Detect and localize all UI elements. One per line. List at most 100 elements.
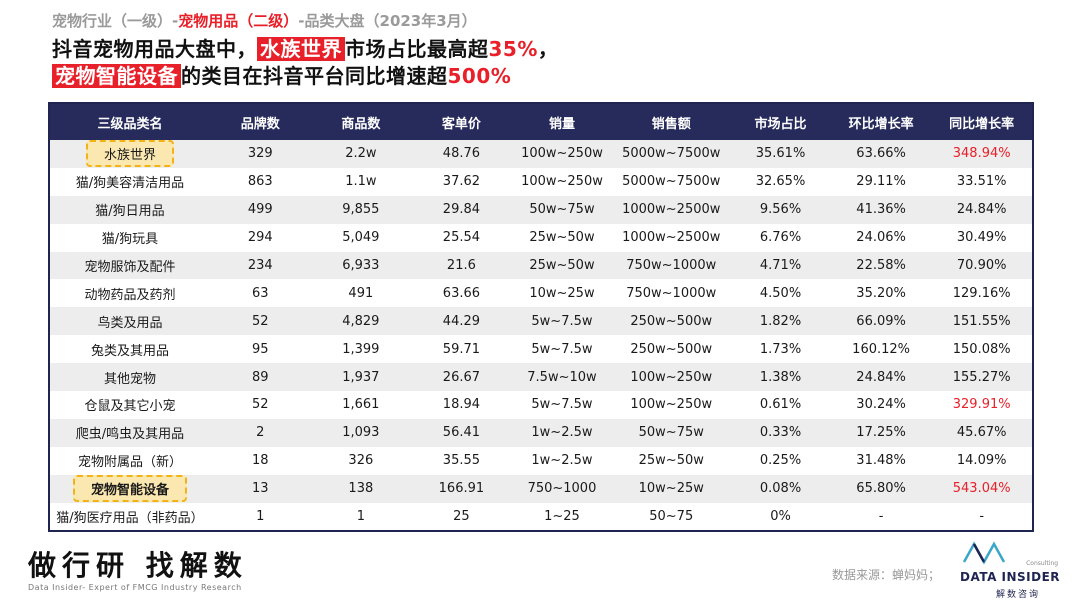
table-cell: 4.50% bbox=[759, 285, 802, 301]
table-row: 其他宠物 89 1,937 26.67 7.5w~10w 100w~250w 1.38% 24… bbox=[50, 363, 1032, 392]
table-cell: 750w~1000w bbox=[626, 285, 717, 301]
table-cell: 25.54 bbox=[442, 230, 481, 246]
table-cell: 0.08% bbox=[759, 481, 802, 497]
table-cell: 100w~250w bbox=[521, 146, 603, 162]
table-cell: 1.82% bbox=[759, 313, 802, 329]
table-cell: 17.25% bbox=[856, 425, 906, 441]
table-cell: 31.48% bbox=[856, 453, 906, 469]
table-cell: 5w~7.5w bbox=[531, 313, 593, 329]
breadcrumb-separator: - bbox=[172, 12, 179, 30]
table-cell: 1.38% bbox=[759, 369, 802, 385]
table-cell: 25w~50w bbox=[529, 230, 595, 246]
table-cell: 35.61% bbox=[755, 146, 806, 162]
table-cell: 1.1w bbox=[345, 174, 377, 190]
table-cell: 1,093 bbox=[342, 425, 380, 441]
column-header: 市场占比 bbox=[754, 116, 807, 132]
breadcrumb-level3: 品类大盘（2023年3月） bbox=[304, 12, 477, 30]
table-cell: 25w~50w bbox=[529, 258, 595, 273]
table-cell: 89 bbox=[252, 369, 269, 385]
table-cell: 0.61% bbox=[759, 397, 802, 413]
table-cell: 1000w~2500w bbox=[622, 230, 721, 246]
table-cell: 6.76% bbox=[759, 230, 802, 246]
table-cell: 13 bbox=[252, 481, 269, 497]
table-cell: 45.67% bbox=[956, 425, 1007, 441]
table-row: 鸟类及用品 52 4,829 44.29 5w~7.5w 250w~500w 1.82% 66… bbox=[50, 307, 1032, 336]
column-header: 商品数 bbox=[341, 116, 381, 132]
table-cell: 155.27% bbox=[952, 369, 1011, 385]
table-cell: 1~25 bbox=[544, 509, 580, 525]
table-cell: 0.25% bbox=[759, 453, 802, 469]
logo-brand-name: DATA INSIDER bbox=[960, 570, 1061, 584]
table-cell: 63 bbox=[252, 285, 269, 301]
category-name-cell: 鸟类及用品 bbox=[97, 315, 163, 331]
table-body: 水族世界 329 2.2w 48.76 100w~250w 5000w~7500w 35.6… bbox=[50, 140, 1032, 530]
table-row: 猫/狗玩具 294 5,049 25.54 25w~50w 1000w~2500w 6.76… bbox=[50, 224, 1032, 252]
category-name-cell: 仓鼠及其它小宠 bbox=[84, 399, 176, 415]
table-cell: 35.20% bbox=[856, 285, 906, 301]
table-cell: 750w~1000w bbox=[626, 258, 717, 273]
table-cell: 166.91 bbox=[438, 481, 485, 497]
table-row: 水族世界 329 2.2w 48.76 100w~250w 5000w~7500w 35.6… bbox=[50, 140, 1032, 168]
table-cell: 2.2w bbox=[345, 146, 377, 162]
headline-highlight: 水族世界 bbox=[257, 37, 345, 61]
table-cell: 24.84% bbox=[956, 202, 1007, 218]
table-cell: 5w~7.5w bbox=[531, 397, 593, 413]
column-header: 销售额 bbox=[651, 116, 691, 132]
table-cell: - bbox=[979, 509, 985, 525]
category-name-cell: 水族世界 bbox=[50, 140, 210, 168]
table-cell: 100w~250w bbox=[630, 369, 713, 385]
table-row: 猫/狗美容清洁用品 863 1.1w 37.62 100w~250w 5000w~7500… bbox=[50, 168, 1032, 196]
table-cell: 150.08% bbox=[952, 341, 1011, 357]
table-cell: 5000w~7500w bbox=[622, 174, 721, 190]
headline-line-2: 宠物智能设备 的类目在抖音平台同比增速超500% bbox=[52, 60, 511, 89]
table-cell: 10w~25w bbox=[529, 285, 595, 301]
table-row: 爬虫/鸣虫及其用品 2 1,093 56.41 1w~2.5w 50w~75w 0.33% 1… bbox=[50, 418, 1032, 447]
table-row: 宠物智能设备 13 138 166.91 750~1000 10w~25w 0.08% 65.… bbox=[50, 474, 1032, 503]
table-row: 宠物服饰及配件 234 6,933 21.6 25w~50w 750w~1000w 4.71… bbox=[50, 251, 1032, 280]
headline-text: 的类目在抖音平台同比增速超 bbox=[181, 64, 448, 88]
table-cell: 543.04% bbox=[952, 481, 1011, 497]
table-cell: 329 bbox=[247, 146, 273, 162]
table-cell: 44.29 bbox=[442, 313, 481, 329]
category-table: 三级品类名 品牌数 商品数 客单价 销量 销售额 市场占比 环比增长率 同比增长率 水族世界 32… bbox=[50, 104, 1032, 530]
table-cell: 0% bbox=[770, 509, 791, 525]
column-header: 客单价 bbox=[441, 116, 481, 132]
table-cell: 25w~50w bbox=[638, 453, 704, 469]
table-cell: 10w~25w bbox=[638, 481, 704, 497]
category-name-cell: 宠物服饰及配件 bbox=[84, 260, 176, 275]
table-cell: 138 bbox=[348, 481, 374, 497]
table-cell: 66.09% bbox=[856, 313, 906, 329]
table-cell: 70.90% bbox=[956, 258, 1007, 273]
logo-chinese-name: 解数咨询 bbox=[996, 590, 1041, 600]
table-cell: 863 bbox=[247, 174, 273, 190]
category-name-cell: 宠物智能设备 bbox=[50, 475, 210, 503]
table-row: 宠物附属品（新） 18 326 35.55 1w~2.5w 25w~50w 0.25% 31.… bbox=[50, 447, 1032, 475]
table-cell: 30.24% bbox=[856, 397, 906, 413]
table-cell: 50~75 bbox=[649, 509, 694, 525]
category-name-cell: 猫/狗美容清洁用品 bbox=[75, 176, 185, 192]
category-name-cell: 兔类及其用品 bbox=[90, 343, 169, 359]
table-cell: 63.66% bbox=[856, 146, 906, 162]
table-cell: 234 bbox=[247, 258, 273, 273]
table-cell: 750~1000 bbox=[527, 481, 597, 497]
table-cell: 48.76 bbox=[442, 146, 481, 162]
category-name-cell: 猫/狗玩具 bbox=[101, 232, 159, 248]
table-cell: 0.33% bbox=[759, 425, 802, 441]
table-cell: 18 bbox=[252, 453, 269, 469]
table-cell: 1,937 bbox=[342, 369, 380, 385]
table-cell: 30.49% bbox=[956, 230, 1007, 246]
table-cell: 37.62 bbox=[442, 174, 481, 190]
table-cell: 52 bbox=[252, 313, 269, 329]
table-cell: 294 bbox=[247, 230, 273, 246]
table-cell: 160.12% bbox=[852, 341, 911, 357]
table-cell: 59.71 bbox=[442, 341, 481, 357]
table-cell: 326 bbox=[348, 453, 374, 469]
logo-mark-icon bbox=[962, 541, 1006, 565]
footer-tagline: Data Insider- Expert of FMCG Industry Re… bbox=[28, 583, 242, 592]
category-name-cell: 猫/狗日用品 bbox=[95, 204, 165, 220]
table-cell: 6,933 bbox=[342, 258, 380, 273]
table-cell: 24.84% bbox=[856, 369, 906, 385]
category-name-cell: 爬虫/鸣虫及其用品 bbox=[75, 427, 185, 443]
table-row: 仓鼠及其它小宠 52 1,661 18.94 5w~7.5w 100w~250w 0.61%… bbox=[50, 391, 1032, 419]
table-cell: 250w~500w bbox=[630, 313, 713, 329]
